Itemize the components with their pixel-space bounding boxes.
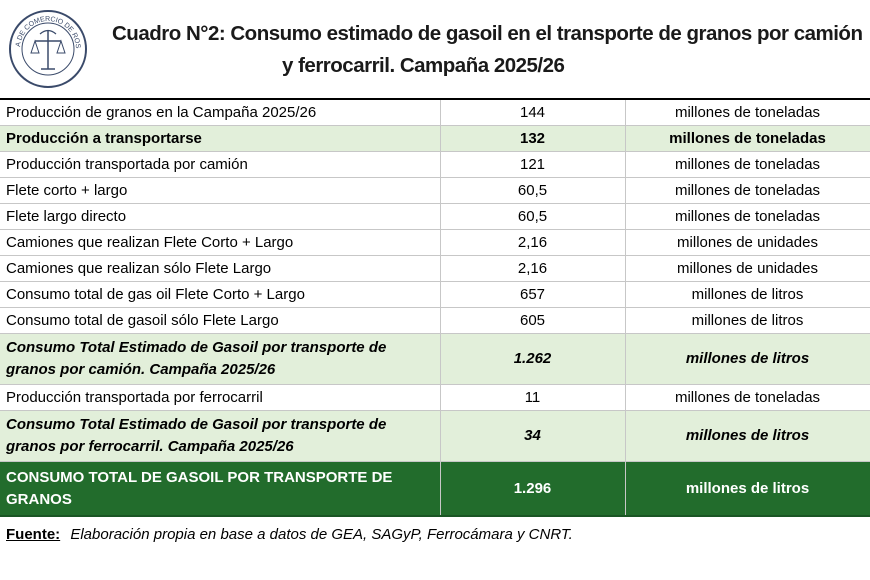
row-value: 2,16 xyxy=(440,255,626,282)
row-unit: millones de litros xyxy=(625,307,870,334)
row-label: Producción transportada por camión xyxy=(0,151,441,178)
row-unit: millones de toneladas xyxy=(625,177,870,204)
row-unit: millones de litros xyxy=(625,281,870,308)
row-value: 657 xyxy=(440,281,626,308)
row-value: 132 xyxy=(440,125,626,152)
row-unit: millones de unidades xyxy=(625,229,870,256)
table-row: Producción de granos en la Campaña 2025/… xyxy=(0,98,870,126)
row-unit: millones de litros xyxy=(625,410,870,462)
bolsa-comercio-rosario-logo: BOLSA DE COMERCIO DE ROSARIO xyxy=(8,9,87,88)
row-value: 121 xyxy=(440,151,626,178)
table-title: Cuadro N°2: Consumo estimado de gasoil e… xyxy=(100,18,870,82)
source-note: Fuente: Elaboración propia en base a dat… xyxy=(6,526,573,543)
row-label: Producción a transportarse xyxy=(0,125,441,152)
row-label: Consumo Total Estimado de Gasoil por tra… xyxy=(0,333,441,385)
row-value: 34 xyxy=(440,410,626,462)
row-unit: millones de toneladas xyxy=(625,125,870,152)
row-value: 1.296 xyxy=(440,461,626,517)
table-row: Producción transportada por camión 121 mil… xyxy=(0,151,870,178)
row-value: 144 xyxy=(440,98,626,126)
row-unit: millones de toneladas xyxy=(625,151,870,178)
header: BOLSA DE COMERCIO DE ROSARIO Cuadro N°2:… xyxy=(0,0,870,97)
row-label: Camiones que realizan sólo Flete Largo xyxy=(0,255,441,282)
table-row: Consumo total de gas oil Flete Corto + L… xyxy=(0,281,870,308)
title-line-1: Cuadro N°2: Consumo estimado de gasoil e… xyxy=(112,22,863,45)
row-label: Consumo Total Estimado de Gasoil por tra… xyxy=(0,410,441,462)
row-value: 2,16 xyxy=(440,229,626,256)
row-unit: millones de toneladas xyxy=(625,98,870,126)
row-label: Producción de granos en la Campaña 2025/… xyxy=(0,98,441,126)
table-row: Consumo Total Estimado de Gasoil por tra… xyxy=(0,333,870,385)
row-label: Camiones que realizan Flete Corto + Larg… xyxy=(0,229,441,256)
table-row: Camiones que realizan Flete Corto + Larg… xyxy=(0,229,870,256)
row-value: 1.262 xyxy=(440,333,626,385)
table-row: Producción a transportarse 132 millones de… xyxy=(0,125,870,152)
row-unit: millones de litros xyxy=(625,333,870,385)
row-label: Consumo total de gas oil Flete Corto + L… xyxy=(0,281,441,308)
row-value: 11 xyxy=(440,384,626,411)
row-unit: millones de litros xyxy=(625,461,870,517)
row-label: Producción transportada por ferrocarril xyxy=(0,384,441,411)
table-row: Flete corto + largo 60,5 millones de tonel… xyxy=(0,177,870,204)
table-row: Producción transportada por ferrocarril 1… xyxy=(0,384,870,411)
table-row: Consumo Total Estimado de Gasoil por tra… xyxy=(0,410,870,462)
table-row: Consumo total de gasoil sólo Flete Largo… xyxy=(0,307,870,334)
row-unit: millones de toneladas xyxy=(625,384,870,411)
source-key: Fuente: xyxy=(6,526,61,543)
title-line-2: y ferrocarril. Campaña 2025/26 xyxy=(282,54,565,77)
table-row: CONSUMO TOTAL DE GASOIL POR TRANSPORTE D… xyxy=(0,461,870,517)
row-label: Flete largo directo xyxy=(0,203,441,230)
table-row: Flete largo directo 60,5 millones de tonel… xyxy=(0,203,870,230)
source-text: Elaboración propia en base a datos de GE… xyxy=(70,526,573,543)
table-row: Camiones que realizan sólo Flete Largo 2,… xyxy=(0,255,870,282)
row-value: 60,5 xyxy=(440,177,626,204)
row-unit: millones de toneladas xyxy=(625,203,870,230)
row-label: CONSUMO TOTAL DE GASOIL POR TRANSPORTE D… xyxy=(0,461,441,517)
row-value: 60,5 xyxy=(440,203,626,230)
row-label: Flete corto + largo xyxy=(0,177,441,204)
gasoil-consumption-table: Producción de granos en la Campaña 2025/… xyxy=(0,98,870,517)
row-label: Consumo total de gasoil sólo Flete Largo xyxy=(0,307,441,334)
row-value: 605 xyxy=(440,307,626,334)
row-unit: millones de unidades xyxy=(625,255,870,282)
